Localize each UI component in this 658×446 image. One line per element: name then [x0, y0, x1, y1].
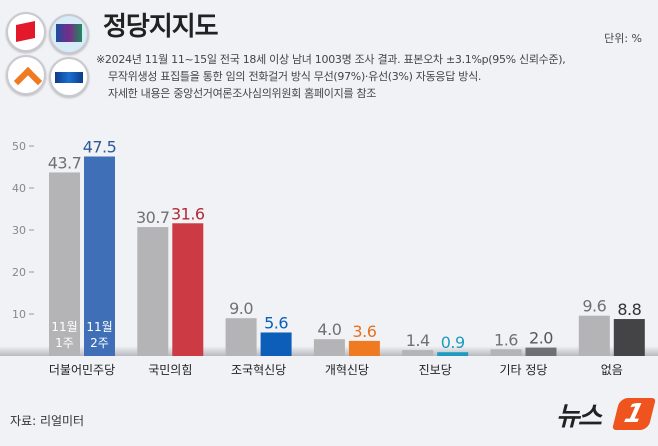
series-label: 11월 — [86, 320, 112, 334]
category-label: 없음 — [601, 363, 623, 377]
series-label: 11월 — [51, 320, 77, 334]
blue-banner-icon — [55, 72, 83, 83]
data-label: 5.6 — [264, 313, 288, 332]
bar-week2 — [348, 340, 380, 356]
data-label: 4.0 — [317, 320, 341, 339]
source-label: 자료: 리얼미터 — [10, 414, 85, 428]
bar-week1 — [313, 339, 345, 356]
y-tick-label: 30 — [12, 224, 26, 237]
data-label: 1.6 — [494, 330, 518, 349]
category-label: 기타 정당 — [500, 363, 548, 377]
purple-flag-icon — [56, 24, 82, 42]
survey-note: ※2024년 11월 11~15일 전국 18세 이상 남녀 1003명 조사 … — [96, 51, 566, 102]
bar-week1 — [490, 349, 522, 356]
bar-week1 — [402, 350, 434, 356]
bar-week1 — [137, 227, 169, 356]
category-label: 국민의힘 — [148, 363, 192, 377]
bar-week1 — [578, 315, 610, 356]
series-label: 2주 — [90, 336, 109, 350]
bar-week1 — [49, 172, 80, 356]
bar-week2 — [525, 347, 557, 356]
data-label: 9.0 — [229, 299, 253, 318]
unit-label: 단위: % — [604, 32, 642, 45]
bar-week2 — [437, 352, 469, 356]
data-label: 0.9 — [441, 333, 465, 352]
data-label: 1.4 — [406, 331, 430, 350]
party-logo-purple — [49, 14, 89, 54]
brand-logo: 뉴스 — [556, 402, 602, 432]
data-label: 2.0 — [529, 329, 553, 348]
bar-week2 — [172, 223, 204, 356]
data-label: 43.7 — [48, 153, 82, 172]
bar-week2 — [613, 319, 645, 356]
data-label: 31.6 — [171, 204, 205, 223]
data-label: 9.6 — [582, 297, 606, 316]
category-label: 조국혁신당 — [231, 363, 286, 377]
note-line: 무작위생성 표집틀을 통한 임의 전화걸거 방식 무선(97%)·유선(3%) … — [108, 70, 482, 83]
note-line: ※2024년 11월 11~15일 전국 18세 이상 남녀 1003명 조사 … — [96, 53, 566, 66]
data-label: 8.8 — [617, 300, 641, 319]
data-label: 3.6 — [352, 322, 376, 341]
bar-week2 — [260, 332, 292, 356]
series-label: 1주 — [55, 336, 74, 350]
y-tick-label: 20 — [12, 266, 26, 279]
y-tick-label: 50 — [12, 140, 26, 153]
data-label: 30.7 — [136, 208, 170, 227]
data-label: 47.5 — [83, 138, 117, 157]
party-logo-blue — [49, 57, 89, 97]
category-label: 개혁신당 — [325, 363, 369, 377]
bar-week2 — [84, 156, 115, 356]
y-tick-label: 10 — [12, 308, 26, 321]
category-label: 진보당 — [419, 363, 452, 377]
bar-week1 — [225, 318, 257, 356]
y-tick-label: 40 — [12, 182, 26, 195]
party-logo-red — [6, 12, 46, 52]
note-line: 자세한 내용은 중앙선거여론조사심의위원회 홈페이지를 참조 — [108, 87, 377, 100]
category-label: 더불어민주당 — [49, 363, 115, 377]
page-title: 정당지지도 — [103, 12, 219, 42]
party-logo-orange — [6, 55, 46, 95]
